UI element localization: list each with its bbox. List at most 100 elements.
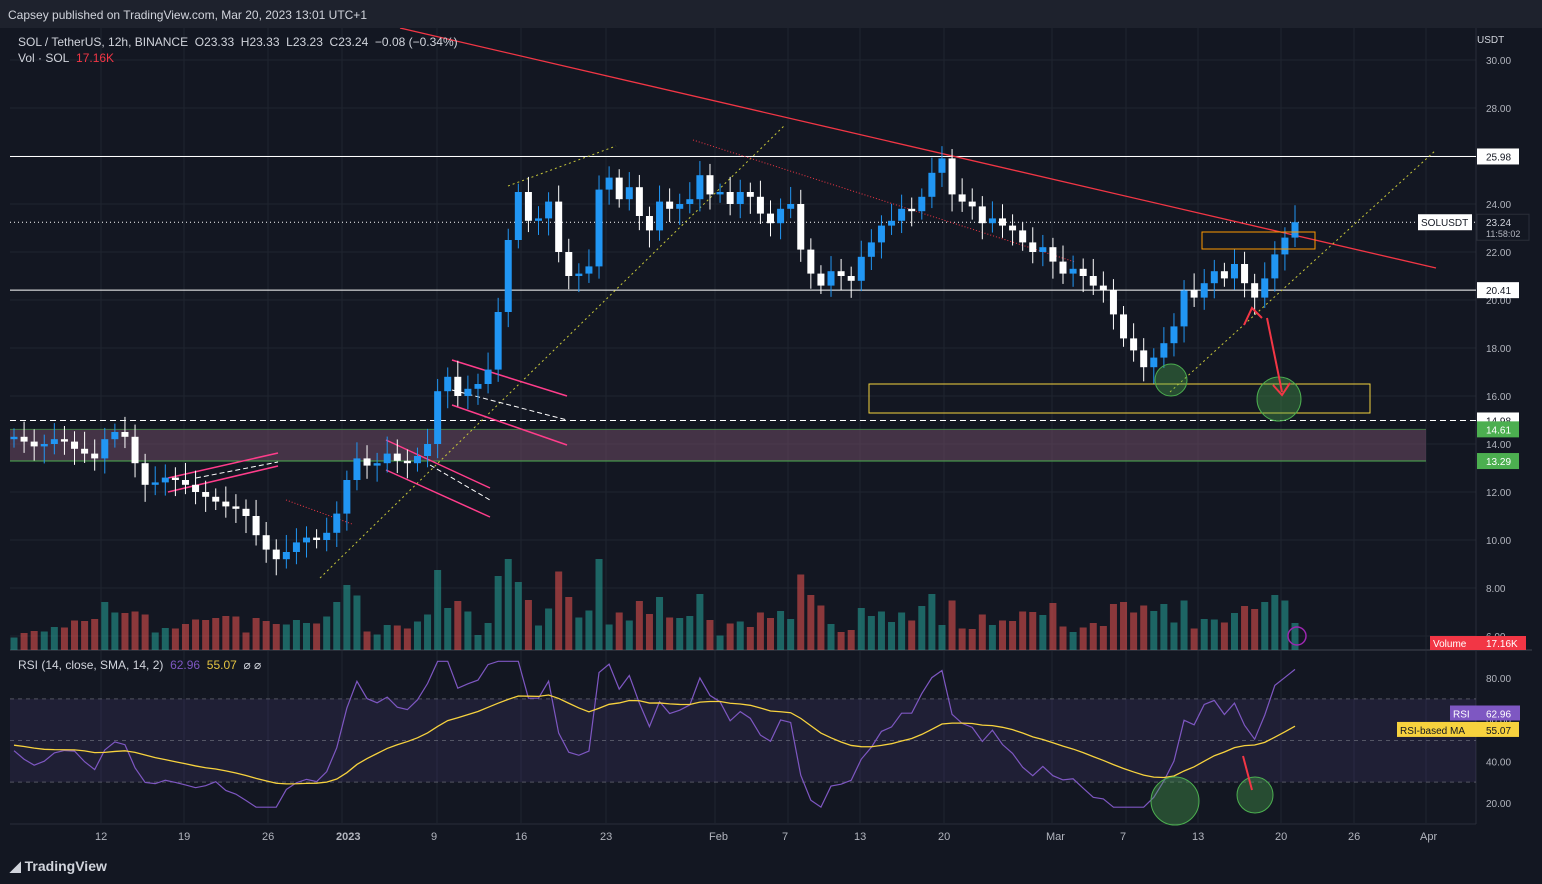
volume-bar (938, 625, 946, 650)
volume-bar (656, 597, 664, 650)
uptrend-dotted-1 (319, 124, 786, 579)
chart-area[interactable]: USDT30.0028.0026.0024.0022.0020.0018.001… (10, 27, 1532, 850)
volume-bar (666, 617, 674, 650)
volume-bar (565, 597, 573, 650)
symbol-tag-bg (1418, 214, 1472, 231)
candle-body (232, 506, 240, 509)
downtrend-line (399, 27, 1437, 269)
candle-body (1059, 261, 1067, 274)
target-circle (1256, 376, 1302, 422)
candle-body (817, 273, 825, 286)
time-tick: 26 (1348, 831, 1360, 843)
candle-body (898, 208, 906, 221)
rsi-badge-label: RSI (1453, 710, 1470, 721)
volume-bar (1230, 613, 1238, 650)
volume-bar (948, 600, 956, 650)
volume-bar (413, 621, 421, 650)
volume-bar (1059, 626, 1067, 650)
volume-bar (817, 605, 825, 650)
volume-bar (575, 617, 583, 650)
volume-bar (1150, 611, 1158, 650)
volume-bar (282, 624, 290, 650)
candle-body (161, 477, 169, 483)
volume-bar (1251, 609, 1259, 650)
legend-low: L23.23 (286, 35, 323, 49)
volume-bar (797, 574, 805, 650)
volume-bar (645, 614, 653, 650)
volume-bar (403, 628, 411, 650)
down-arrow-line (1266, 317, 1283, 393)
countdown-badge: 11:58:02 (1486, 229, 1520, 239)
candle-body (413, 456, 421, 464)
volume-bar (71, 620, 79, 650)
volume-bar (50, 627, 58, 650)
volume-bar (393, 625, 401, 650)
candle-body (514, 192, 522, 240)
candle-body (313, 537, 321, 540)
candle-body (1220, 271, 1228, 279)
candle-body (1291, 222, 1299, 238)
channel-dotted (692, 139, 1076, 263)
volume-bar (545, 608, 553, 650)
candle-body (928, 172, 936, 197)
volume-bar (958, 628, 966, 650)
price-chart[interactable]: USDT30.0028.0026.0024.0022.0020.0018.001… (10, 27, 1532, 850)
volume-bar (625, 620, 633, 650)
tradingview-brand: TradingView (24, 858, 107, 874)
volume-bar (181, 624, 189, 650)
candle-body (202, 492, 210, 497)
candle-body (1271, 254, 1279, 279)
candle-body (343, 480, 351, 514)
small-arrow (1243, 306, 1263, 326)
candle-body (888, 220, 896, 226)
price-tick: 28.00 (1486, 104, 1511, 115)
tradingview-logo: ◢ TradingView (10, 858, 107, 875)
candle-body (181, 480, 189, 485)
volume-bar (434, 570, 442, 650)
volume-bar (918, 606, 926, 650)
candle-body (282, 552, 290, 560)
candle-body (494, 312, 502, 370)
volume-bar (595, 559, 603, 650)
rsi-circle-1 (1150, 776, 1200, 826)
volume-bar (131, 611, 139, 650)
candle-body (847, 276, 855, 281)
candle-body (484, 369, 492, 384)
candle-body (192, 484, 200, 492)
rsi-arrow (1242, 755, 1253, 791)
volume-bar (30, 631, 38, 650)
candle-body (50, 439, 58, 444)
volume-bar (1241, 606, 1249, 650)
legend-symbol: SOL / TetherUS, 12h, BINANCE (18, 35, 189, 49)
volume-bar (535, 625, 543, 650)
flag-3-bottom (385, 469, 491, 518)
volume-bar (615, 612, 623, 650)
breakout-box (1201, 231, 1316, 250)
volume-bar (696, 594, 704, 650)
candle-body (968, 201, 976, 207)
lightning-icon[interactable] (1287, 626, 1307, 646)
candle-body (938, 158, 946, 173)
candle-body (1109, 290, 1117, 315)
rsi-band (10, 698, 1476, 783)
candle-body (777, 208, 785, 224)
candle-body (998, 218, 1006, 226)
target-zone-box (868, 383, 1371, 414)
candle-body (111, 432, 119, 440)
volume-bar (161, 628, 169, 650)
badge-25-98: 25.98 (1486, 152, 1511, 163)
tradingview-icon: ◢ (10, 858, 25, 874)
candle-body (1089, 276, 1097, 286)
candle-body (1160, 343, 1168, 358)
candle-body (40, 444, 48, 447)
volume-bar (1120, 602, 1128, 650)
volume-bar (676, 618, 684, 650)
rsi-ma-badge-bg (1397, 721, 1519, 737)
candle-body (363, 458, 371, 466)
volume-bar (756, 612, 764, 650)
candle-body (565, 252, 573, 276)
volume-bar (1160, 604, 1168, 650)
time-tick: 19 (178, 831, 190, 843)
volume-bar (10, 637, 18, 650)
volume-bar (827, 624, 835, 650)
